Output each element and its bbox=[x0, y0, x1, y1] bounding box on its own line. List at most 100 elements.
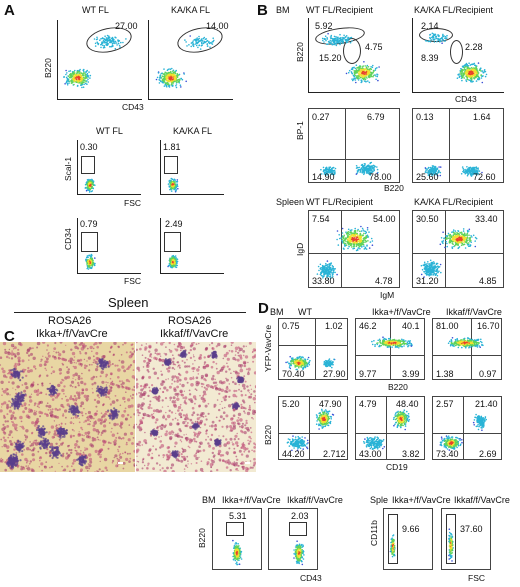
panel-d-bl-title-1: Ikka+/f/VavCre bbox=[222, 495, 281, 505]
gate-value: 37.60 bbox=[460, 524, 483, 534]
panel-a-mid-yaxis: Scal-1 bbox=[63, 156, 73, 181]
panel-d-br-prefix: Sple bbox=[370, 495, 389, 505]
quadrant-value: 33.80 bbox=[312, 276, 335, 286]
gate-value: 2.03 bbox=[291, 511, 309, 521]
panel-b-mid-plot-2: 0.13 1.64 25.60 72.60 bbox=[412, 108, 504, 183]
panel-d-top-yaxis: YFP-VavCre bbox=[263, 324, 273, 372]
panel-letter-a: A bbox=[4, 2, 15, 19]
quadrant-value: 44.20 bbox=[282, 449, 305, 459]
density-cloud bbox=[439, 435, 463, 451]
panel-d-top-plot-1: 0.75 1.02 70.40 27.90 bbox=[278, 318, 348, 380]
density-cloud bbox=[285, 355, 311, 371]
panel-b-bot-xaxis: IgM bbox=[380, 290, 395, 300]
panel-b-bot-title-1: WT FL/Recipient bbox=[306, 197, 373, 207]
gate-value: 2.28 bbox=[465, 42, 483, 52]
quadrant-value: 0.13 bbox=[416, 112, 434, 122]
panel-d-bl-yaxis: B220 bbox=[197, 528, 207, 548]
quadrant-value: 2.712 bbox=[323, 449, 346, 459]
quadrant-line bbox=[445, 211, 446, 287]
quadrant-value: 43.00 bbox=[359, 449, 382, 459]
gate-value: 2.49 bbox=[165, 219, 183, 229]
panel-a-top-title-1: WT FL bbox=[82, 5, 109, 15]
density-cloud bbox=[232, 539, 243, 566]
panel-a-top-title-2: KA/KA FL bbox=[171, 5, 211, 15]
gate-box bbox=[226, 522, 244, 536]
panel-d-top-title-2: Ikka+/f/VavCre bbox=[372, 307, 431, 317]
gate-box bbox=[164, 156, 178, 174]
density-cloud bbox=[389, 534, 396, 558]
panel-a-mid-plot-2: 1.81 bbox=[160, 140, 224, 195]
density-cloud bbox=[323, 358, 336, 369]
gate-box bbox=[81, 156, 95, 174]
quadrant-line bbox=[413, 253, 503, 254]
density-cloud bbox=[93, 34, 127, 50]
quadrant-value: 16.70 bbox=[477, 321, 500, 331]
gate-oval bbox=[419, 28, 453, 42]
density-cloud bbox=[472, 413, 487, 431]
density-cloud bbox=[355, 161, 379, 176]
panel-a-bot-yaxis: CD34 bbox=[63, 228, 73, 250]
quadrant-value: 27.90 bbox=[323, 369, 346, 379]
gate-value: 27.00 bbox=[115, 21, 138, 31]
panel-d-top-plot-2: 46.2 40.1 9.77 3.99 bbox=[355, 318, 425, 380]
quadrant-value: 2.69 bbox=[479, 449, 497, 459]
density-cloud bbox=[85, 253, 96, 270]
gate-value: 2.14 bbox=[421, 21, 439, 31]
panel-d-br-plot-2: 37.60 bbox=[441, 508, 491, 570]
quadrant-value: 9.77 bbox=[359, 369, 377, 379]
panel-a-mid-title-2: KA/KA FL bbox=[173, 126, 213, 136]
quadrant-line bbox=[433, 433, 501, 434]
gate-oval bbox=[343, 38, 361, 64]
density-cloud bbox=[167, 254, 179, 269]
density-cloud bbox=[439, 228, 478, 250]
panel-d-bl-plot-2: 2.03 bbox=[268, 508, 318, 570]
panel-a-bot-plot-1: 0.79 bbox=[77, 218, 141, 274]
panel-d-br-xaxis: FSC bbox=[468, 573, 485, 583]
gate-box bbox=[164, 232, 181, 252]
quadrant-value: 1.02 bbox=[325, 321, 343, 331]
gate-value: 4.75 bbox=[365, 42, 383, 52]
panel-d-br-title-1: Ikka+/f/VavCre bbox=[392, 495, 451, 505]
panel-b-top-plot-2: 2.14 2.28 8.39 bbox=[412, 18, 504, 93]
quadrant-line bbox=[449, 109, 450, 182]
quadrant-line bbox=[309, 159, 399, 160]
panel-b-bot-yaxis: IgD bbox=[295, 242, 305, 256]
panel-d-bl-xaxis: CD43 bbox=[300, 573, 322, 583]
quadrant-line bbox=[471, 319, 472, 379]
panel-a-mid-xaxis: FSC bbox=[124, 198, 141, 208]
quadrant-line bbox=[433, 355, 501, 356]
panel-letter-c: C bbox=[4, 328, 15, 345]
density-cloud bbox=[321, 32, 353, 47]
panel-a-top-plot-1: 27.00 bbox=[57, 20, 142, 100]
density-cloud bbox=[456, 62, 488, 84]
gate-value: 9.66 bbox=[402, 524, 420, 534]
panel-d-br-yaxis: CD11b bbox=[369, 520, 379, 546]
quadrant-value: 72.60 bbox=[473, 172, 496, 182]
quadrant-value: 0.27 bbox=[312, 112, 330, 122]
gate-box bbox=[388, 514, 398, 564]
density-cloud bbox=[320, 166, 337, 176]
quadrant-line bbox=[279, 433, 347, 434]
quadrant-value: 3.82 bbox=[402, 449, 420, 459]
panel-d-br-plot-1: 9.66 bbox=[383, 508, 433, 570]
panel-b-mid-xaxis: B220 bbox=[384, 183, 404, 193]
panel-b-top-title-1: WT FL/Recipient bbox=[306, 5, 373, 15]
panel-c-left-label-1: ROSA26 bbox=[48, 315, 92, 327]
panel-a-top-yaxis: B220 bbox=[43, 58, 53, 78]
scale-bar bbox=[118, 462, 123, 464]
panel-a-bot-xaxis: FSC bbox=[124, 276, 141, 286]
panel-a-top-plot-2: 14.00 bbox=[148, 20, 233, 100]
density-cloud bbox=[167, 177, 179, 193]
gate-oval bbox=[450, 40, 463, 64]
quadrant-line bbox=[309, 253, 399, 254]
quadrant-line bbox=[341, 211, 342, 287]
density-cloud bbox=[345, 61, 380, 84]
density-cloud bbox=[293, 540, 305, 566]
gate-value: 5.92 bbox=[315, 21, 333, 31]
quadrant-line bbox=[279, 345, 347, 346]
panel-d-top-title-1: WT bbox=[298, 307, 312, 317]
quadrant-value: 0.97 bbox=[479, 369, 497, 379]
quadrant-line bbox=[413, 159, 503, 160]
density-cloud bbox=[336, 225, 374, 252]
panel-d-bl-plot-1: 5.31 bbox=[212, 508, 262, 570]
